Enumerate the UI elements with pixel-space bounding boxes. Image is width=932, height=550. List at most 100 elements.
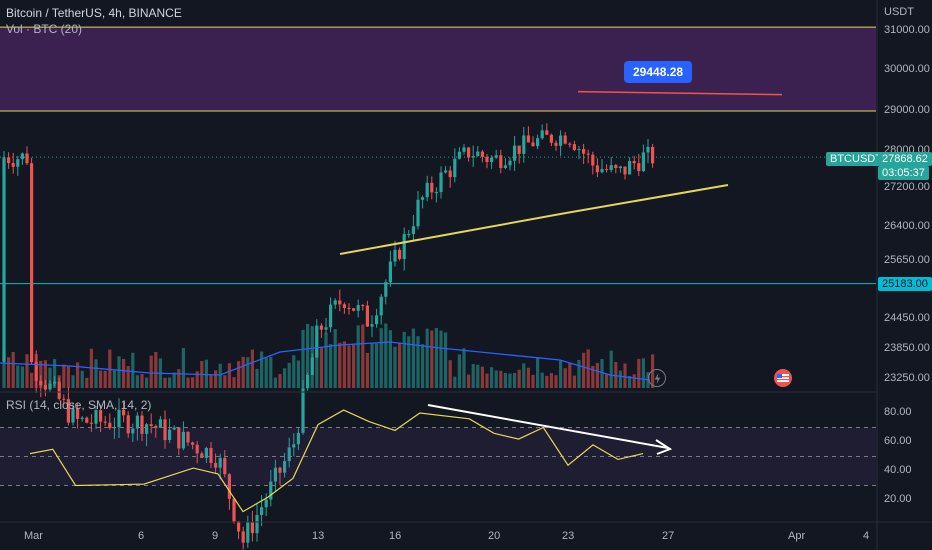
price-callout[interactable]: 29448.28 [624, 61, 693, 83]
volume-bar [499, 370, 503, 388]
candle-body [145, 424, 149, 434]
volume-bar [306, 323, 310, 388]
volume-bar [485, 373, 489, 388]
candle-body [393, 249, 397, 262]
volume-bar [457, 354, 461, 388]
candle-body [246, 522, 250, 543]
callout-line [577, 90, 783, 96]
time-tick: 27 [662, 530, 675, 542]
volume-bar [375, 343, 379, 388]
volume-bar [522, 363, 526, 388]
volume-bar [614, 362, 618, 388]
volume-bar [476, 364, 480, 388]
candle-body [126, 415, 130, 434]
volume-bar [453, 376, 457, 388]
candle-body [103, 421, 107, 423]
volume-bar [135, 375, 139, 388]
volume-bar [503, 373, 507, 388]
rsi-tick: 60.00 [884, 435, 912, 447]
volume-bar [250, 349, 254, 388]
lightning-icon[interactable] [648, 369, 666, 387]
volume-bar [131, 352, 135, 388]
volume-bar [273, 377, 277, 388]
candle-body [195, 444, 199, 454]
candle-body [237, 521, 241, 532]
rsi-tick: 20.00 [884, 493, 912, 505]
last-price-tag: 27868.62 [878, 152, 932, 166]
candle-body [605, 169, 609, 171]
candle-body [476, 151, 480, 157]
volume-bar [361, 324, 365, 388]
trend-line-upper [565, 184, 729, 214]
candle-body [444, 170, 448, 173]
candle-body [416, 199, 420, 227]
level-tag: 25183.00 [878, 277, 932, 291]
candle-body [108, 422, 112, 429]
volume-bar [628, 376, 632, 388]
candle-body [269, 481, 273, 500]
volume-bar [536, 357, 540, 388]
volume-bar [531, 374, 535, 388]
candle-body [467, 147, 471, 158]
us-flag-icon[interactable] [774, 369, 792, 387]
candle-body [545, 130, 549, 135]
volume-bar [287, 362, 291, 388]
volume-bar [154, 351, 158, 388]
candle-body [172, 427, 176, 430]
price-tick: 24450.00 [884, 312, 930, 324]
price-tick: 23250.00 [884, 372, 930, 384]
volume-bar [641, 358, 645, 388]
volume-bar [25, 354, 29, 388]
candle-body [522, 135, 526, 154]
candle-body [89, 422, 93, 424]
candle-body [494, 155, 498, 158]
volume-bar [365, 352, 369, 388]
volume-bar [227, 363, 231, 388]
volume-bar [241, 356, 245, 388]
volume-bar [480, 366, 484, 388]
candle-body [255, 514, 259, 534]
volume-bar [99, 370, 103, 388]
candle-body [453, 158, 457, 178]
candle-body [388, 261, 392, 283]
volume-bar [356, 325, 360, 388]
volume-bar [20, 366, 24, 388]
candle-body [628, 161, 632, 175]
volume-bar [338, 342, 342, 388]
volume-bar [388, 330, 392, 388]
candle-body [411, 226, 415, 235]
volume-bar [568, 362, 572, 388]
volume-bar [315, 346, 319, 388]
candle-body [273, 467, 277, 482]
rsi-line [29, 409, 644, 513]
volume-bar [108, 349, 112, 388]
volume-bar [43, 360, 47, 388]
candle-body [508, 160, 512, 166]
volume-bar [324, 332, 328, 388]
price-tick: 23850.00 [884, 342, 930, 354]
time-tick: 13 [312, 530, 325, 542]
candle-body [135, 415, 139, 429]
time-tick: 16 [389, 530, 402, 542]
volume-bar [112, 370, 116, 388]
volume-bar [448, 360, 452, 388]
volume-bar [264, 358, 268, 388]
candle-body [232, 498, 236, 522]
candle-body [131, 428, 135, 434]
volume-bar [117, 356, 121, 388]
candle-body [2, 157, 6, 362]
volume-bar [563, 368, 567, 388]
candle-body [577, 149, 581, 151]
candle-body [503, 165, 507, 168]
volume-bar [34, 354, 38, 388]
volume-bar [255, 368, 259, 388]
candle-body [421, 197, 425, 200]
volume-bar [80, 370, 84, 388]
volume-bar [214, 370, 218, 388]
volume-bar [296, 360, 300, 388]
candle-body [250, 522, 254, 534]
candle-body [158, 419, 162, 428]
volume-label: Vol · BTC (20) [6, 22, 83, 36]
candle-body [25, 153, 29, 164]
